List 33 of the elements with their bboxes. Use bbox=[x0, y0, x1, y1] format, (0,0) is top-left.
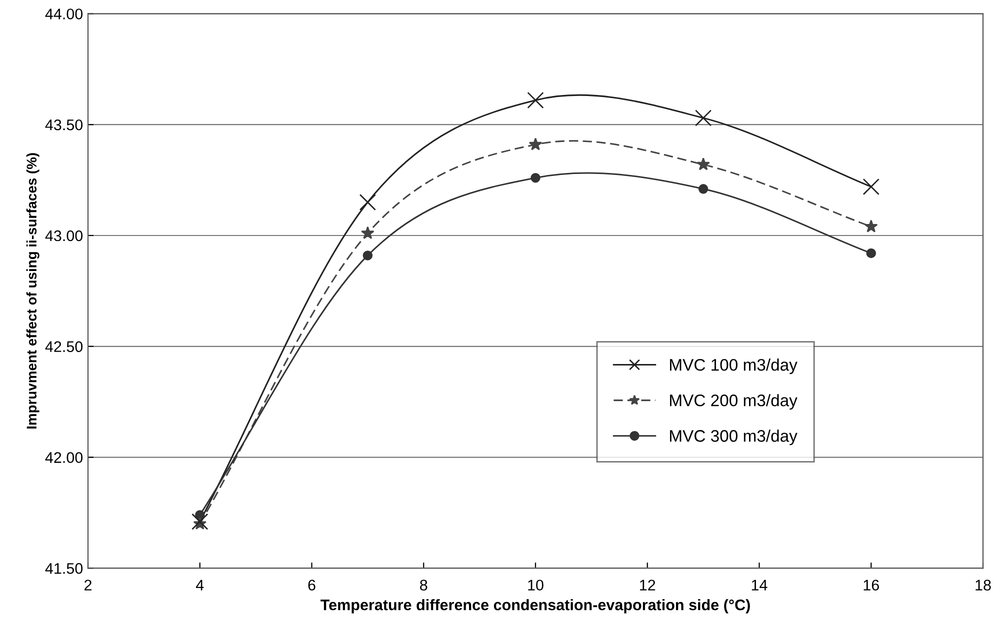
point bbox=[528, 138, 542, 150]
x-tick-label: 4 bbox=[196, 580, 204, 590]
legend-label: MVC 300 m3/day bbox=[670, 430, 798, 446]
y-tick-label: 44.00 bbox=[45, 8, 83, 20]
x-tick-label: 2 bbox=[84, 580, 92, 590]
x-tick-label: 18 bbox=[976, 580, 991, 591]
x-tick-label: 8 bbox=[420, 580, 428, 591]
y-tick-label: 41.50 bbox=[45, 563, 83, 574]
x-tick-label: 16 bbox=[864, 580, 879, 591]
y-tick-label: 42.00 bbox=[45, 452, 83, 463]
point bbox=[862, 178, 880, 196]
point bbox=[359, 194, 376, 211]
point bbox=[530, 172, 540, 183]
point bbox=[527, 92, 544, 109]
point bbox=[698, 184, 708, 194]
y-tick-label: 43.00 bbox=[45, 230, 83, 242]
point bbox=[866, 248, 876, 258]
point bbox=[361, 226, 374, 240]
point bbox=[362, 250, 373, 260]
legend-label: MVC 200 m3/day bbox=[670, 394, 798, 410]
legend-label: MVC 100 m3/day bbox=[670, 358, 798, 374]
point bbox=[864, 220, 878, 232]
point bbox=[696, 158, 710, 170]
y-tick-label: 43.50 bbox=[45, 119, 83, 130]
x-axis-title: Temperature difference condensation-evaporation side (°C) bbox=[320, 599, 750, 614]
x-tick-label: 6 bbox=[308, 580, 316, 591]
x-tick-label: 14 bbox=[752, 580, 768, 590]
x-tick-label: 12 bbox=[640, 580, 656, 590]
y-tick-label: 42.50 bbox=[45, 341, 83, 352]
point bbox=[694, 110, 712, 126]
x-tick-label: 10 bbox=[528, 580, 544, 591]
y-axis-title: Impruvment effect of using ii-surfaces (%) bbox=[26, 153, 40, 429]
point bbox=[192, 513, 208, 530]
